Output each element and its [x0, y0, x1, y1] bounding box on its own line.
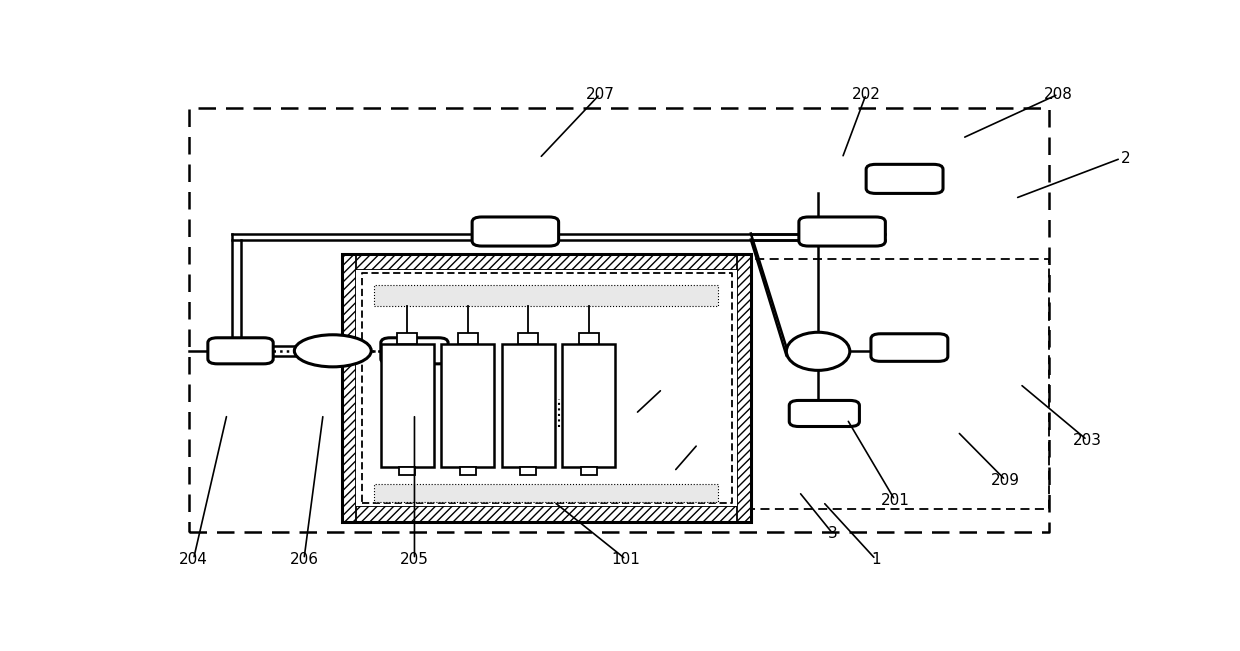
- Bar: [356, 270, 738, 506]
- Bar: [582, 467, 596, 475]
- Bar: [441, 344, 495, 467]
- Bar: [399, 467, 415, 475]
- Bar: [563, 344, 615, 467]
- Text: 302: 302: [621, 406, 650, 421]
- Text: 204: 204: [179, 552, 208, 567]
- Text: 1: 1: [870, 552, 880, 567]
- Text: 101: 101: [611, 552, 640, 567]
- Bar: [458, 333, 477, 344]
- FancyBboxPatch shape: [870, 334, 947, 361]
- Text: 206: 206: [289, 552, 319, 567]
- Bar: [342, 506, 750, 521]
- Ellipse shape: [786, 332, 849, 370]
- Bar: [374, 484, 718, 502]
- Ellipse shape: [294, 335, 371, 367]
- Bar: [342, 254, 750, 270]
- Text: 3: 3: [827, 526, 837, 541]
- FancyBboxPatch shape: [789, 400, 859, 426]
- Text: 208: 208: [1044, 87, 1073, 102]
- Bar: [397, 333, 418, 344]
- Text: 303: 303: [660, 464, 688, 479]
- Bar: [342, 253, 750, 521]
- Bar: [738, 253, 751, 521]
- Text: 202: 202: [852, 87, 880, 102]
- Text: 201: 201: [880, 493, 909, 508]
- FancyBboxPatch shape: [799, 217, 885, 246]
- FancyBboxPatch shape: [866, 164, 942, 193]
- Bar: [460, 467, 476, 475]
- Bar: [518, 333, 538, 344]
- Text: 205: 205: [401, 552, 429, 567]
- Bar: [521, 467, 536, 475]
- FancyBboxPatch shape: [381, 338, 448, 364]
- Bar: [342, 253, 356, 521]
- Text: 209: 209: [991, 473, 1021, 488]
- FancyBboxPatch shape: [208, 338, 273, 364]
- Bar: [381, 344, 434, 467]
- Text: 207: 207: [585, 87, 614, 102]
- Bar: [579, 333, 599, 344]
- Text: 203: 203: [1073, 432, 1101, 447]
- FancyBboxPatch shape: [472, 217, 559, 246]
- Bar: [502, 344, 554, 467]
- Bar: [374, 285, 718, 306]
- Text: 2: 2: [1121, 151, 1131, 166]
